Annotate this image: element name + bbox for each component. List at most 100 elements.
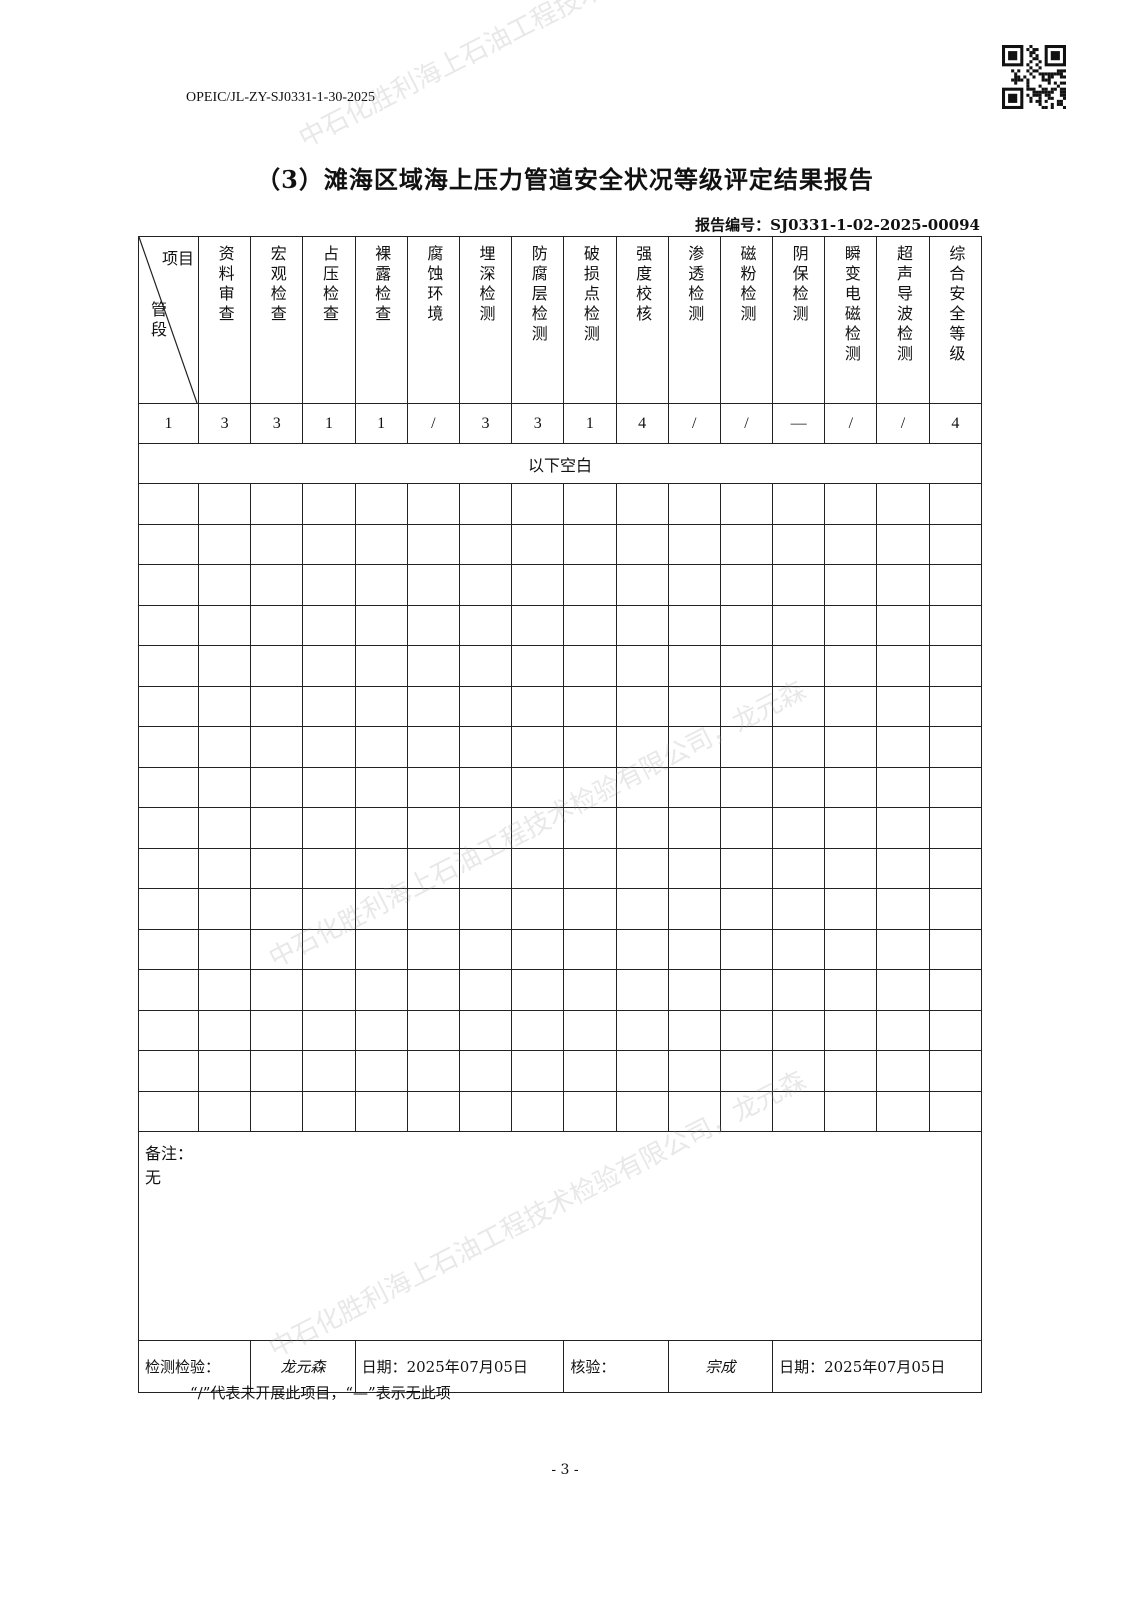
empty-cell (511, 1090, 565, 1132)
empty-cell (458, 1090, 513, 1132)
empty-cell (406, 969, 460, 1011)
empty-cell (876, 888, 930, 930)
empty-cell (458, 847, 513, 889)
empty-cell (928, 847, 983, 889)
empty-cell (138, 969, 199, 1011)
empty-cell (511, 928, 565, 970)
empty-cell (138, 766, 199, 808)
empty-cell (302, 523, 356, 565)
column-header-label: 占压检查 (319, 245, 339, 325)
empty-cell (719, 1090, 774, 1132)
value-cell: 3 (197, 403, 252, 444)
column-header-label: 渗透检测 (685, 245, 705, 325)
empty-cell (302, 807, 356, 849)
empty-cell (824, 1090, 878, 1132)
value-cell: 4 (928, 403, 983, 444)
empty-cell (511, 1009, 565, 1051)
value-cell: / (876, 403, 930, 444)
empty-cell (563, 523, 617, 565)
empty-cell (197, 766, 252, 808)
empty-cell (354, 766, 408, 808)
empty-cell (511, 969, 565, 1011)
empty-cell (138, 847, 199, 889)
empty-cell (354, 928, 408, 970)
empty-cell (302, 483, 356, 525)
empty-cell (824, 604, 878, 646)
empty-cell (824, 1009, 878, 1051)
document-number: OPEIC/JL-ZY-SJ0331-1-30-2025 (186, 90, 375, 105)
empty-cell (615, 685, 669, 727)
signature-row: 检测检验： 龙元森 日期：2025年07月05日 核验： 宗成 日期：2025年… (137, 1340, 982, 1393)
empty-row (138, 645, 983, 687)
column-header: 埋深检测 (458, 236, 513, 404)
empty-cell (615, 807, 669, 849)
empty-cell (354, 564, 408, 606)
empty-cell (563, 807, 617, 849)
value-cell: 4 (615, 403, 669, 444)
empty-cell (824, 645, 878, 687)
empty-cell (563, 685, 617, 727)
empty-cell (772, 726, 826, 768)
empty-row (138, 807, 983, 849)
empty-cell (719, 1050, 774, 1092)
empty-cell (876, 685, 930, 727)
empty-cell (458, 685, 513, 727)
empty-cell (511, 807, 565, 849)
empty-cell (250, 1050, 304, 1092)
column-header: 占压检查 (302, 236, 356, 404)
empty-cell (667, 645, 721, 687)
empty-cell (667, 766, 721, 808)
empty-cell (928, 564, 983, 606)
empty-cell (667, 1050, 721, 1092)
empty-row (138, 928, 983, 970)
empty-cell (302, 969, 356, 1011)
empty-cell (458, 928, 513, 970)
empty-cell (876, 726, 930, 768)
empty-cell (406, 685, 460, 727)
empty-cell (667, 483, 721, 525)
empty-cell (406, 726, 460, 768)
reviewer-label: 核验： (563, 1340, 669, 1393)
empty-cell (406, 483, 460, 525)
empty-cell (406, 847, 460, 889)
empty-cell (928, 969, 983, 1011)
reviewer-signature: 宗成 (667, 1340, 774, 1393)
empty-cell (406, 888, 460, 930)
inspector-signature: 龙元森 (250, 1340, 356, 1393)
empty-cell (667, 969, 721, 1011)
empty-cell (302, 766, 356, 808)
empty-cell (197, 1050, 252, 1092)
empty-cell (876, 483, 930, 525)
column-header-label: 防腐层检测 (528, 245, 548, 345)
empty-cell (458, 766, 513, 808)
empty-cell (563, 969, 617, 1011)
empty-cell (719, 888, 774, 930)
empty-cell (824, 969, 878, 1011)
segment-cell: 1 (138, 403, 199, 444)
column-header-label: 破损点检测 (580, 245, 600, 345)
watermark: 中石化胜利海上石油工程技术检验有限公司，龙元森 (294, 0, 841, 155)
empty-cell (197, 847, 252, 889)
corner-cell: 项目 管段 (138, 236, 199, 404)
column-header-label: 强度校核 (633, 245, 653, 325)
empty-cell (138, 645, 199, 687)
empty-cell (667, 726, 721, 768)
empty-cell (772, 564, 826, 606)
empty-cell (772, 523, 826, 565)
empty-cell (876, 807, 930, 849)
empty-cell (876, 564, 930, 606)
empty-cell (406, 604, 460, 646)
empty-cell (138, 928, 199, 970)
empty-cell (772, 1050, 826, 1092)
empty-cell (406, 1090, 460, 1132)
empty-cell (928, 726, 983, 768)
empty-cell (719, 645, 774, 687)
empty-cell (138, 685, 199, 727)
column-header: 渗透检测 (667, 236, 721, 404)
column-header-label: 资料审查 (215, 245, 235, 325)
column-header: 破损点检测 (563, 236, 617, 404)
column-header: 阴保检测 (772, 236, 826, 404)
empty-cell (667, 1009, 721, 1051)
table-row: 1 3 3 1 1/3 3 1 4// — //4 (138, 403, 983, 444)
empty-cell (354, 645, 408, 687)
